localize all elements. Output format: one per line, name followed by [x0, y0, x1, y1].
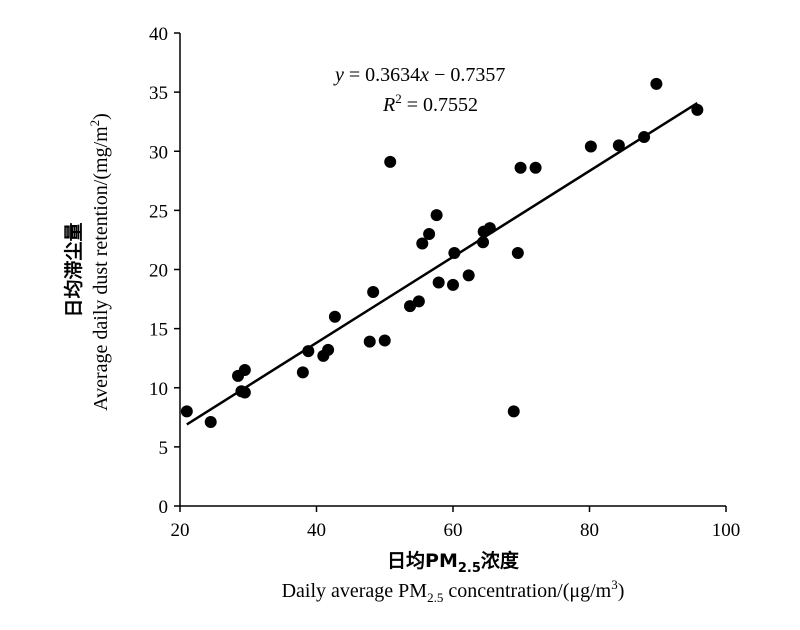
- ylabel-en-end: ): [90, 113, 112, 120]
- eq-y-var: y: [333, 64, 344, 86]
- data-point: [416, 237, 429, 250]
- data-point: [412, 295, 425, 308]
- x-tick-label: 80: [580, 520, 599, 541]
- data-point: [462, 269, 475, 282]
- regression-equation: y = 0.3634x − 0.7357: [333, 64, 505, 86]
- data-point: [432, 276, 445, 289]
- data-point: [483, 222, 496, 235]
- y-tick-label: 20: [149, 261, 168, 282]
- y-tick-label: 25: [149, 201, 168, 222]
- data-point: [322, 343, 335, 356]
- xlabel-cn-prefix: 日均PM: [387, 549, 458, 572]
- x-axis-title-cn: 日均PM2.5浓度: [387, 549, 520, 576]
- x-axis-ticks: 20 40 60 80 100: [171, 506, 741, 541]
- data-point: [296, 366, 309, 379]
- y-axis-ticks: 0 5 10 15 20 25 30 35 40: [149, 24, 180, 518]
- data-point: [529, 161, 542, 174]
- xlabel-en-mid: concentration/(μg/m: [443, 580, 611, 602]
- data-point: [514, 161, 527, 174]
- y-tick-label: 0: [159, 497, 169, 518]
- y-axis-title-en: Average daily dust retention/(mg/m2): [87, 113, 112, 411]
- data-point: [511, 246, 524, 259]
- data-point: [477, 236, 490, 249]
- data-point: [180, 405, 193, 418]
- r-var: R: [382, 94, 395, 116]
- y-tick-label: 35: [149, 83, 168, 104]
- data-point: [384, 155, 397, 168]
- y-tick-label: 15: [149, 320, 168, 341]
- data-point: [638, 131, 651, 144]
- data-point: [584, 140, 597, 153]
- x-tick-label: 100: [712, 520, 741, 541]
- data-point: [204, 416, 217, 429]
- x-tick-label: 60: [444, 520, 463, 541]
- data-point: [367, 285, 380, 298]
- y-tick-label: 40: [149, 24, 168, 45]
- data-point: [363, 335, 376, 348]
- x-axis-title-en: Daily average PM2.5 concentration/(μg/m3…: [282, 577, 625, 605]
- x-tick-label: 20: [171, 520, 190, 541]
- data-point: [612, 139, 625, 152]
- xlabel-en-prefix: Daily average PM: [282, 580, 428, 602]
- y-tick-label: 30: [149, 142, 168, 163]
- data-point: [404, 300, 417, 313]
- data-point: [447, 278, 459, 291]
- xlabel-en-end: ): [618, 580, 625, 602]
- data-point: [378, 334, 391, 347]
- trend-line: [186, 101, 699, 426]
- data-point: [423, 228, 436, 241]
- ylabel-en-sup: 2: [87, 120, 102, 127]
- data-points: [180, 77, 704, 429]
- y-tick-label: 5: [159, 438, 169, 459]
- data-point: [507, 405, 520, 418]
- data-point: [302, 345, 315, 358]
- y-axis-title-cn: 日均滞尘量: [62, 222, 85, 317]
- xlabel-cn-sub: 2.5: [458, 561, 481, 576]
- data-point: [238, 386, 251, 399]
- ylabel-en-prefix: Average daily dust retention/(mg/m: [90, 126, 112, 411]
- xlabel-cn-suffix: 浓度: [481, 549, 520, 572]
- r-val: = 0.7552: [402, 94, 478, 116]
- data-point: [238, 364, 251, 377]
- eq-mid: = 0.3634: [344, 64, 420, 86]
- r-squared: R2 = 0.7552: [382, 91, 478, 116]
- data-point: [448, 246, 461, 259]
- data-point: [691, 103, 704, 116]
- eq-end: − 0.7357: [429, 64, 505, 86]
- x-tick-label: 40: [307, 520, 326, 541]
- r-sup: 2: [395, 91, 402, 106]
- data-point: [328, 310, 341, 323]
- y-tick-label: 10: [149, 379, 168, 400]
- eq-x-var: x: [419, 64, 429, 86]
- xlabel-en-sup: 3: [611, 577, 618, 592]
- data-point: [430, 209, 443, 222]
- data-point: [650, 77, 663, 90]
- xlabel-en-sub: 2.5: [427, 590, 443, 605]
